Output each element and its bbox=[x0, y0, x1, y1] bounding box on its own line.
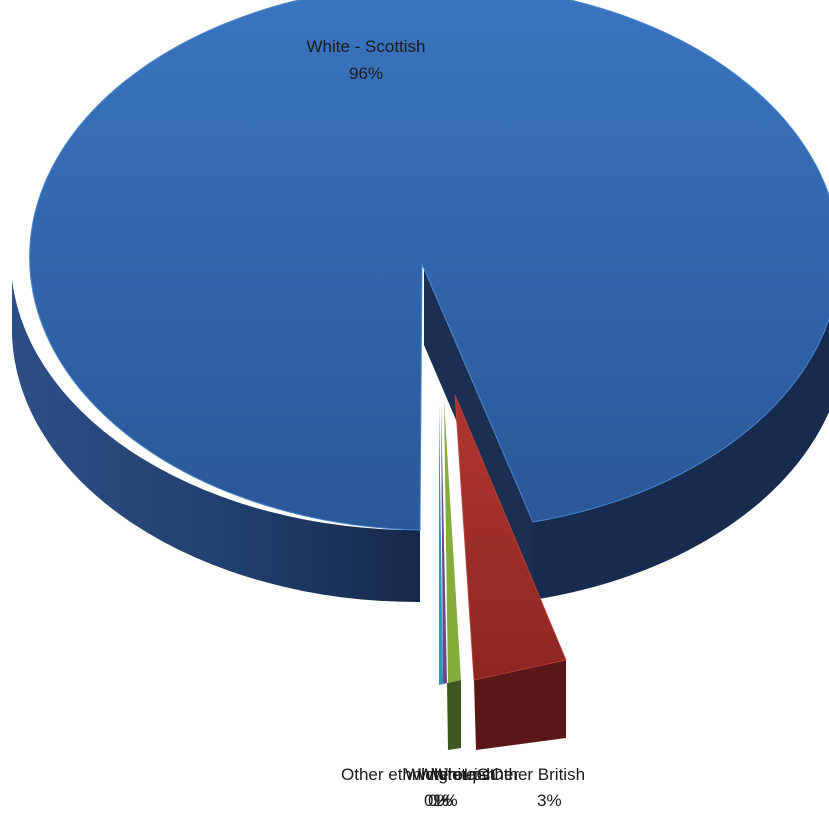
slice-side-white-scottish-right bbox=[533, 320, 829, 600]
label-other-ethnic-groups-name: Other ethnic groups bbox=[341, 765, 490, 784]
label-white-other-name: White - Other bbox=[418, 765, 519, 784]
slice-other-ethnic-groups bbox=[439, 403, 443, 685]
label-other-ethnic-groups-value: 0% bbox=[424, 791, 449, 810]
label-white-irish-value: 1% bbox=[433, 791, 458, 810]
slice-white-other bbox=[441, 402, 447, 684]
label-white-other-value: 0% bbox=[428, 791, 453, 810]
slice-side-white-other-british bbox=[474, 660, 566, 750]
overlapping-label-values: 0% 0% 1% 3% bbox=[424, 791, 536, 810]
label-white-other-british-value: 3% bbox=[537, 791, 562, 810]
slice-white-irish bbox=[444, 400, 461, 683]
label-white-scottish-value: 96% bbox=[349, 64, 383, 83]
label-white-scottish-name: White - Scottish bbox=[306, 37, 425, 56]
label-white-other-british-name: White - Other British bbox=[432, 765, 585, 784]
slice-white-scottish bbox=[29, 0, 829, 531]
slice-white-other-british bbox=[454, 394, 567, 681]
slice-tops bbox=[29, 0, 829, 685]
slice-side-white-irish bbox=[447, 680, 461, 750]
slice-labels: White - Scottish 96% Other ethnic groups… bbox=[306, 37, 585, 810]
overlapping-label-names: Other ethnic groups White - Irish White … bbox=[341, 765, 829, 784]
label-white-irish-name: White - Irish bbox=[405, 765, 496, 784]
slice-side-white-scottish bbox=[12, 280, 420, 603]
